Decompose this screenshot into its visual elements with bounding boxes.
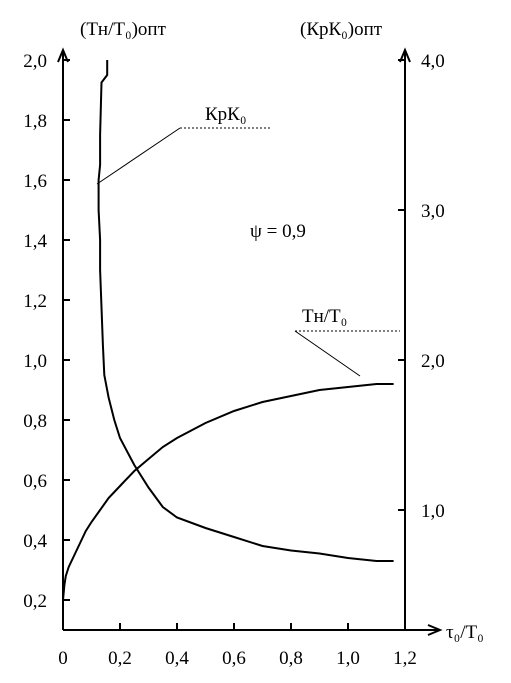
right-tick-label: 4,0 (421, 51, 445, 72)
x-axis-title: τ₀/T₀ (446, 622, 484, 643)
axes (57, 47, 443, 636)
right-axis-title: (КрК₀)опт (300, 19, 383, 40)
right-y-axis-arrow (399, 47, 411, 63)
left-tick-label: 0,6 (23, 471, 47, 492)
psi-annotation: ψ = 0,9 (250, 221, 306, 242)
series-label-tn: Tн/T₀ (302, 306, 347, 327)
left-y-axis-arrow (57, 47, 69, 63)
left-tick-label: 1,6 (23, 171, 47, 192)
x-tick-label: 0,8 (279, 648, 303, 669)
x-tick-label: 0 (58, 648, 68, 669)
left-tick-label: 0,4 (23, 531, 47, 552)
left-tick-label: 1,4 (23, 231, 47, 252)
left-tick-label: 2,0 (23, 51, 47, 72)
series-line-tn-to (62, 383, 394, 601)
left-tick-label: 0,2 (23, 591, 47, 612)
x-tick-label: 0,6 (222, 648, 246, 669)
ticks: 0 0,2 0,4 0,6 0,8 1,0 1,2 0,2 0,4 0,6 0,8 1,0 1,2 1,4… (23, 51, 445, 669)
left-tick-label: 1,0 (23, 351, 47, 372)
series-label-kpko: КрК₀ (205, 104, 246, 125)
series-line-kpko (97, 60, 394, 562)
left-tick-label: 1,8 (23, 111, 47, 132)
x-tick-label: 0,4 (165, 648, 189, 669)
right-tick-label: 1,0 (421, 501, 445, 522)
x-tick-label: 1,0 (336, 648, 360, 669)
curves (62, 60, 394, 601)
left-tick-label: 1,2 (23, 291, 47, 312)
series-label-tn-leader (294, 330, 361, 377)
x-axis-arrow (427, 624, 443, 636)
right-tick-label: 3,0 (421, 201, 445, 222)
series-label-kpko-leader (96, 127, 181, 185)
left-tick-label: 0,8 (23, 411, 47, 432)
x-tick-label: 1,2 (393, 648, 417, 669)
x-tick-label: 0,2 (108, 648, 132, 669)
left-axis-title: (Tн/T₀)опт (80, 19, 167, 40)
right-tick-label: 2,0 (421, 351, 445, 372)
